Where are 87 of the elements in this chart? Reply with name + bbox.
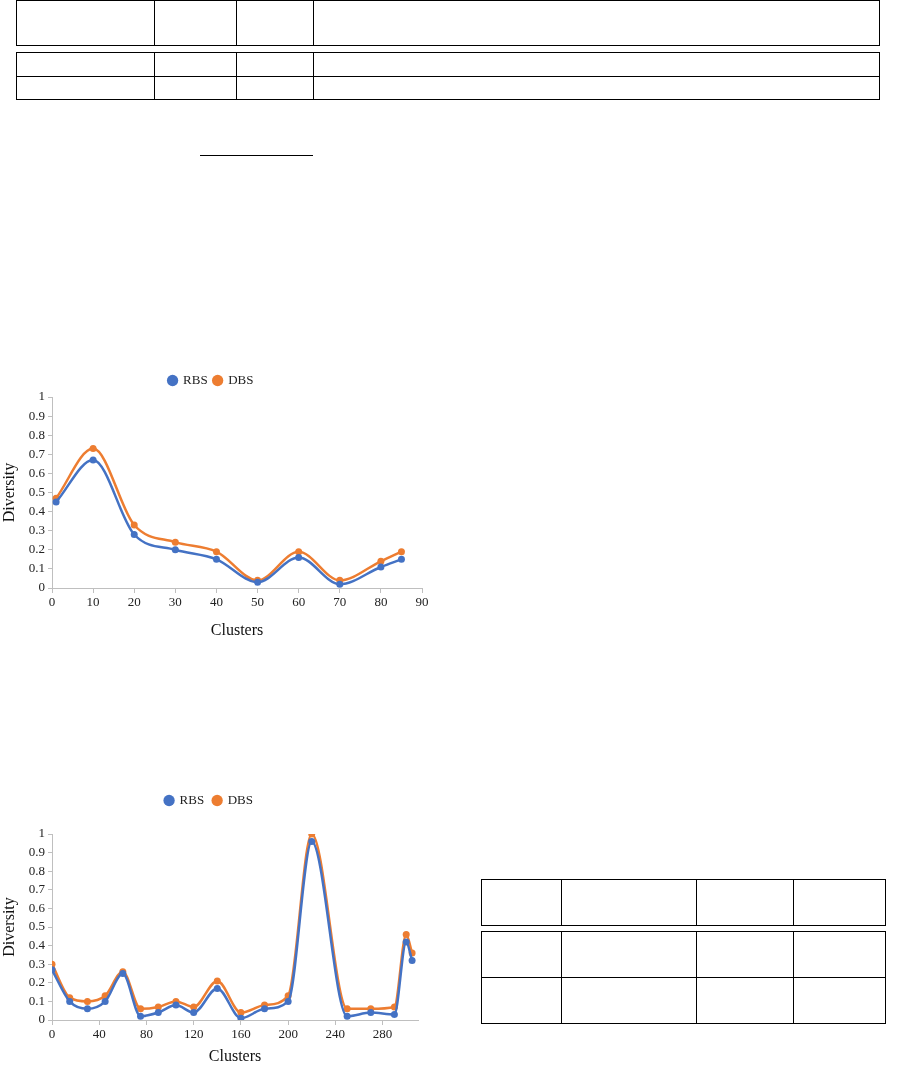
- x-tick-label: 240: [325, 1026, 346, 1042]
- y-tick-label: 0.6: [28, 464, 46, 480]
- point: [402, 930, 410, 938]
- y-tick-label: 0.7: [28, 881, 46, 897]
- point: [343, 1005, 351, 1013]
- x-tick-label: 280: [372, 1026, 393, 1042]
- point: [237, 1014, 245, 1020]
- point: [336, 580, 344, 588]
- y-tick-label: 0.3: [28, 522, 45, 538]
- point: [137, 1005, 145, 1013]
- point: [390, 1010, 398, 1018]
- y-tick-label: 0.2: [28, 974, 45, 990]
- y-tick-label: 0.2: [28, 541, 45, 557]
- point: [130, 531, 138, 539]
- y-tick-label: 0.4: [28, 937, 46, 953]
- x-tick-label: 30: [168, 594, 182, 610]
- x-tick-label: 160: [231, 1026, 251, 1042]
- y-tick-label: 0.1: [28, 992, 45, 1008]
- point: [295, 553, 303, 561]
- point: [89, 456, 97, 464]
- point: [212, 548, 220, 556]
- point: [212, 555, 220, 563]
- x-tick-label: 90: [415, 594, 429, 610]
- point: [130, 521, 138, 529]
- point: [377, 563, 385, 571]
- y-tick-label: 0.4: [28, 503, 46, 519]
- point: [154, 1009, 162, 1017]
- point: [213, 977, 221, 985]
- point: [52, 498, 60, 506]
- x-tick-label: 120: [183, 1026, 204, 1042]
- x-tick-label: 0: [48, 594, 56, 610]
- x-tick-label: 20: [127, 594, 141, 610]
- y-tick-label: 0.8: [28, 862, 45, 878]
- point: [190, 1003, 198, 1011]
- legend-label: RBS: [183, 371, 208, 387]
- point: [171, 546, 179, 554]
- point: [402, 938, 410, 946]
- point: [171, 538, 179, 546]
- point: [343, 1012, 351, 1020]
- y-tick-label: 0.5: [28, 483, 45, 499]
- y-tick-label: 0.6: [28, 899, 46, 915]
- y-tick-label: 0.5: [28, 918, 45, 934]
- x-tick-label: 50: [251, 594, 265, 610]
- point: [237, 1009, 245, 1017]
- y-tick-label: 0: [38, 1011, 45, 1027]
- point: [397, 548, 405, 556]
- y-axis-title: Diversity: [0, 462, 18, 523]
- y-tick-label: 0: [38, 579, 45, 595]
- point: [295, 548, 303, 556]
- point: [377, 557, 385, 565]
- legend-label: RBS: [179, 791, 205, 807]
- point: [83, 1005, 91, 1013]
- x-axis-title: Clusters: [208, 1046, 262, 1064]
- x-tick-label: 0: [48, 1026, 56, 1042]
- y-tick-label: 1: [38, 825, 45, 841]
- y-tick-label: 0.7: [28, 445, 46, 461]
- x-axis-title: Clusters: [210, 620, 264, 638]
- legend-label: DBS: [228, 371, 254, 387]
- legend-label: DBS: [227, 791, 253, 807]
- point: [397, 555, 405, 563]
- point: [101, 997, 109, 1005]
- point: [83, 997, 91, 1005]
- y-tick-label: 0.9: [28, 407, 45, 423]
- x-tick-label: 70: [333, 594, 347, 610]
- point: [261, 1005, 269, 1013]
- x-tick-label: 200: [278, 1026, 298, 1042]
- y-tick-label: 0.1: [28, 560, 45, 576]
- point: [89, 445, 97, 453]
- x-tick-label: 60: [292, 594, 306, 610]
- y-axis-title: Diversity: [0, 897, 18, 957]
- x-tick-label: 80: [139, 1026, 153, 1042]
- y-tick-label: 0.3: [28, 955, 45, 971]
- x-tick-label: 10: [86, 594, 100, 610]
- y-tick-label: 1: [38, 388, 45, 404]
- y-tick-label: 0.9: [28, 844, 45, 860]
- point: [137, 1012, 145, 1020]
- point: [284, 997, 292, 1005]
- x-tick-label: 40: [92, 1026, 106, 1042]
- point: [408, 956, 416, 964]
- y-tick-label: 0.8: [28, 426, 45, 442]
- point: [308, 837, 316, 845]
- x-tick-label: 80: [374, 594, 388, 610]
- x-tick-label: 40: [209, 594, 223, 610]
- point: [172, 1001, 180, 1009]
- point: [367, 1009, 375, 1017]
- point: [213, 984, 221, 992]
- point: [190, 1009, 198, 1017]
